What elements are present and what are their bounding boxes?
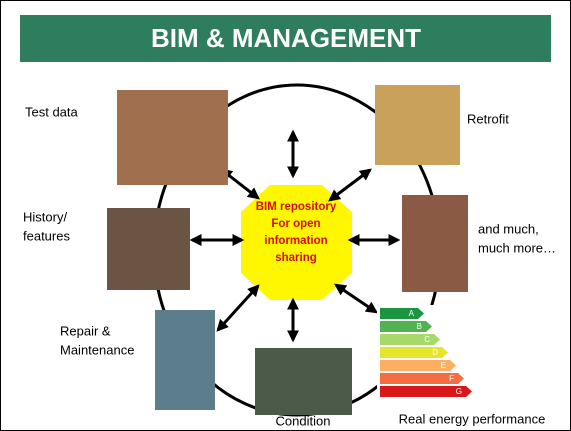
node-label: Test data [25,104,79,119]
node-label: and much, [478,221,539,236]
node-label: Repair & [60,323,111,338]
node-label: Real energy performance [399,411,546,426]
node-label: Retrofit [467,111,509,126]
hub-text: information [264,235,327,247]
energy-band-label: F [449,374,454,383]
node-label: Maintenance [60,342,134,357]
hub-text: BIM repository [256,201,337,213]
energy-band-label: E [441,361,446,370]
node-label: much more… [478,240,556,255]
node-label: features [23,228,70,243]
energy-band-label: G [456,387,462,396]
node-label: History/ [23,209,67,224]
energy-band [380,321,432,332]
energy-band [380,308,424,319]
node-label: Condition [276,413,331,428]
energy-band-label: B [417,322,422,331]
energy-band-label: C [424,335,430,344]
hub-text: For open [271,218,320,230]
title: BIM & MANAGEMENT [151,23,421,53]
hub-text: sharing [275,252,317,264]
energy-band-label: D [432,348,438,357]
slide: BIM & MANAGEMENT ABCDEFG Test data Retrof… [0,0,571,431]
energy-band [380,334,440,345]
energy-band-label: A [409,309,415,318]
